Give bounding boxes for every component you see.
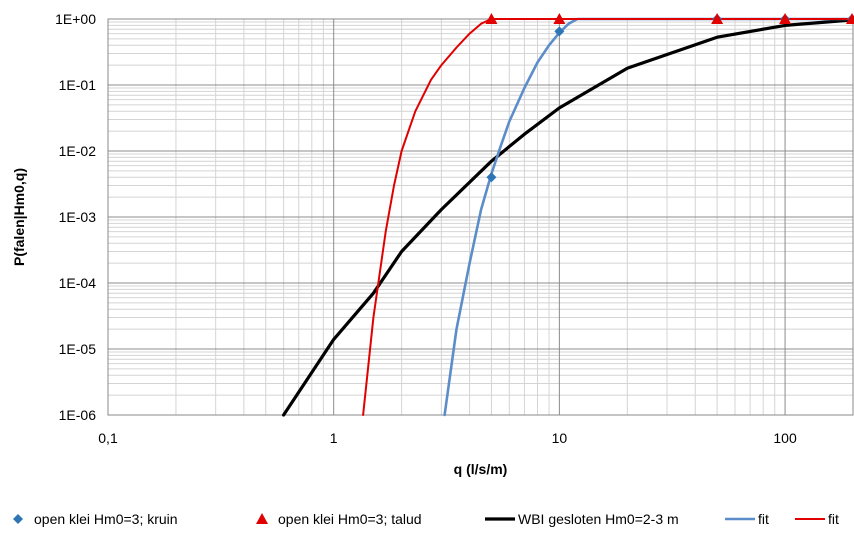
y-tick-label: 1E+00 <box>55 11 96 27</box>
data-point-kruin <box>554 26 565 37</box>
data-point-talud <box>711 13 724 24</box>
legend-label-2: open klei Hm0=3; talud <box>278 511 422 527</box>
plot-area <box>107 18 854 416</box>
series-layer <box>282 13 854 417</box>
legend-label-1: open klei Hm0=3; kruin <box>34 511 178 527</box>
series-line-1 <box>282 18 854 417</box>
y-tick-label: 1E-02 <box>59 143 97 159</box>
x-axis-title: q (l/s/m) <box>454 461 508 477</box>
data-point-talud <box>553 13 566 24</box>
data-point-kruin <box>486 172 497 183</box>
y-tick-label: 1E-05 <box>59 341 97 357</box>
y-axis-title: P(falen|Hm0,q) <box>11 168 27 266</box>
data-point-talud <box>779 13 792 24</box>
legend-marker-2 <box>256 513 268 524</box>
series-line-3 <box>362 18 854 416</box>
data-point-talud <box>846 13 854 24</box>
legend: open klei Hm0=3; kruin open klei Hm0=3; t… <box>13 511 839 527</box>
y-tick-label: 1E-01 <box>59 77 97 93</box>
x-tick-label: 10 <box>552 430 568 446</box>
y-tick-label: 1E-03 <box>59 209 97 225</box>
y-tick-label: 1E-04 <box>59 275 97 291</box>
series-line-2 <box>443 17 854 417</box>
x-tick-label: 100 <box>773 430 797 446</box>
x-tick-label: 0,1 <box>98 430 118 446</box>
y-tick-label: 1E-06 <box>59 407 97 423</box>
data-point-talud <box>485 13 498 24</box>
legend-label-4: fit <box>758 511 769 527</box>
x-tick-label: 1 <box>330 430 338 446</box>
legend-marker-1 <box>13 514 23 524</box>
x-tick-labels: 0,1 1 10 100 <box>98 430 797 446</box>
y-tick-labels: 1E-06 1E-05 1E-04 1E-03 1E-02 1E-01 1E+00 <box>55 11 96 423</box>
legend-label-3: WBI gesloten Hm0=2-3 m <box>518 511 679 527</box>
legend-label-5: fit <box>828 511 839 527</box>
